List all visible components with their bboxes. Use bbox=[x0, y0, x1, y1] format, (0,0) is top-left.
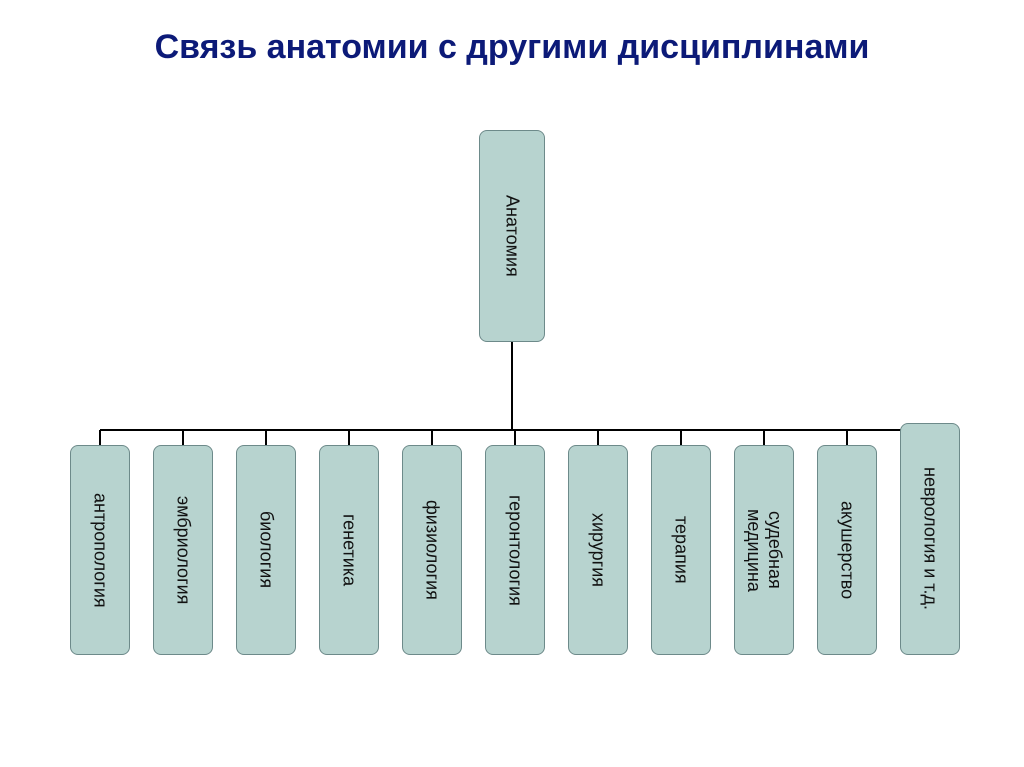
child-node-label: антропология bbox=[90, 493, 111, 608]
child-node: биология bbox=[236, 445, 296, 655]
child-node-label: неврология и т.д. bbox=[920, 467, 941, 610]
slide-title: Связь анатомии с другими дисциплинами bbox=[0, 28, 1024, 67]
child-node: антропология bbox=[70, 445, 130, 655]
root-node-label: Анатомия bbox=[502, 195, 523, 277]
child-node-label: терапия bbox=[671, 516, 692, 584]
slide: Связь анатомии с другими дисциплинами Ан… bbox=[0, 0, 1024, 767]
child-node: неврология и т.д. bbox=[900, 423, 960, 655]
child-node-label: эмбриология bbox=[173, 496, 194, 604]
child-node: генетика bbox=[319, 445, 379, 655]
child-node-label: генетика bbox=[339, 514, 360, 586]
child-node-label: физиология bbox=[422, 500, 443, 600]
child-node-label: акушерство bbox=[837, 501, 858, 599]
child-node: физиология bbox=[402, 445, 462, 655]
child-node: акушерство bbox=[817, 445, 877, 655]
child-node: эмбриология bbox=[153, 445, 213, 655]
child-node-label: судебная медицина bbox=[743, 509, 785, 592]
child-node-label: биология bbox=[256, 511, 277, 588]
child-node: геронтология bbox=[485, 445, 545, 655]
root-node: Анатомия bbox=[479, 130, 545, 342]
child-node-label: хирургия bbox=[588, 513, 609, 587]
child-node: судебная медицина bbox=[734, 445, 794, 655]
child-node: хирургия bbox=[568, 445, 628, 655]
child-node: терапия bbox=[651, 445, 711, 655]
child-node-label: геронтология bbox=[505, 495, 526, 606]
